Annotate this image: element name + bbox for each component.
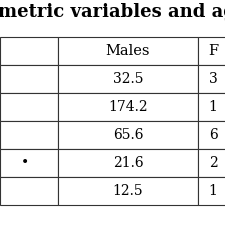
Text: 1: 1 <box>209 100 217 114</box>
Text: 65.6: 65.6 <box>113 128 143 142</box>
Bar <box>58 37 198 65</box>
Text: 1: 1 <box>209 184 217 198</box>
Bar <box>58 177 198 205</box>
Bar <box>0 37 58 65</box>
Text: 12.5: 12.5 <box>113 184 143 198</box>
Text: 32.5: 32.5 <box>113 72 143 86</box>
Text: •: • <box>21 156 29 170</box>
Bar <box>198 65 225 93</box>
Bar <box>198 37 225 65</box>
Text: metric variables and ag: metric variables and ag <box>0 3 225 21</box>
Bar <box>198 93 225 121</box>
Text: 2: 2 <box>209 156 217 170</box>
Bar <box>0 65 58 93</box>
Bar <box>58 93 198 121</box>
Text: F: F <box>208 44 218 58</box>
Bar <box>0 121 58 149</box>
Bar <box>0 149 58 177</box>
Bar <box>198 177 225 205</box>
Text: 3: 3 <box>209 72 217 86</box>
Bar <box>58 149 198 177</box>
Bar <box>0 93 58 121</box>
Bar <box>0 177 58 205</box>
Text: 6: 6 <box>209 128 217 142</box>
Bar <box>58 121 198 149</box>
Text: Males: Males <box>106 44 150 58</box>
Bar <box>198 149 225 177</box>
Text: 174.2: 174.2 <box>108 100 148 114</box>
Bar <box>58 65 198 93</box>
Bar <box>198 121 225 149</box>
Text: 21.6: 21.6 <box>113 156 143 170</box>
